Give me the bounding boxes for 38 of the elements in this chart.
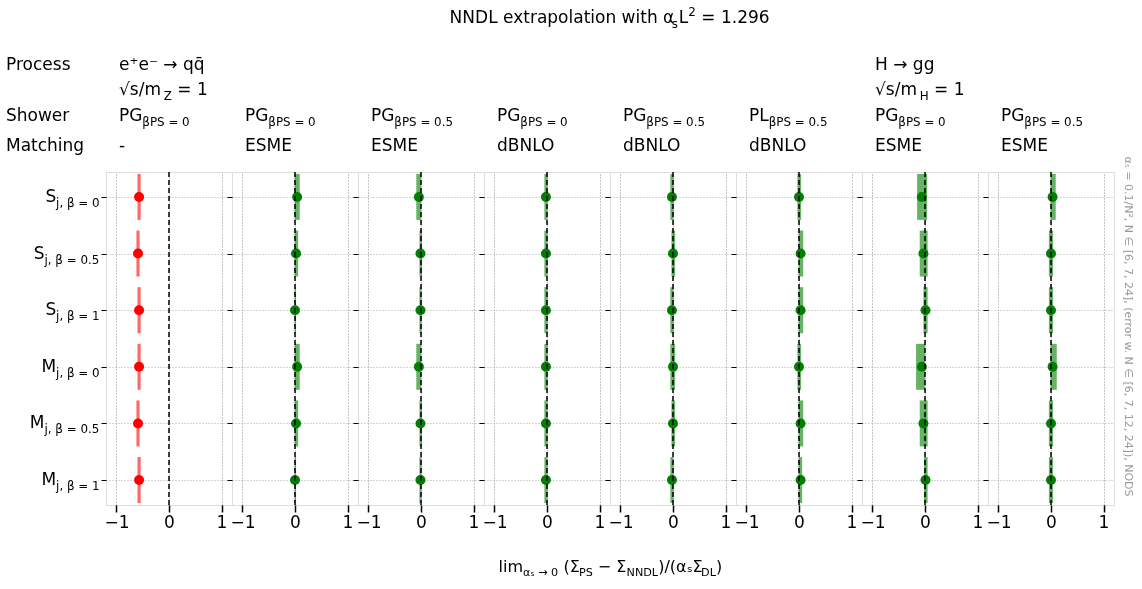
x-tick-label: 0 bbox=[920, 511, 931, 532]
x-tick-label: 0 bbox=[416, 511, 427, 532]
x-tick-label: 1 bbox=[1098, 511, 1110, 532]
text: αₛ = 0.1/N², N ∈ [6, 7, 24], (error w. N ∈ [6, 7, 12, 24]), NODS bbox=[1122, 156, 1135, 497]
text: ESME bbox=[371, 135, 418, 155]
text: dBNLO bbox=[497, 135, 555, 155]
x-tick-label: 0 bbox=[1046, 511, 1057, 532]
x-tick-label: 1 bbox=[594, 511, 606, 532]
x-tick-label: −1 bbox=[986, 511, 1012, 532]
x-tick-label: −1 bbox=[734, 511, 760, 532]
x-tick-label: −1 bbox=[230, 511, 256, 532]
x-tick-label: 0 bbox=[668, 511, 679, 532]
x-tick-label: −1 bbox=[608, 511, 634, 532]
text: ESME bbox=[245, 135, 292, 155]
x-tick-label: 1 bbox=[846, 511, 858, 532]
x-tick-label: 0 bbox=[164, 511, 175, 532]
x-tick-label: −1 bbox=[356, 511, 382, 532]
text: e⁺e⁻ → qq̄ bbox=[119, 54, 205, 74]
x-tick-label: 0 bbox=[290, 511, 301, 532]
x-tick-label: 1 bbox=[468, 511, 480, 532]
text: H → gg bbox=[875, 54, 935, 74]
x-tick-label: 1 bbox=[972, 511, 984, 532]
text: - bbox=[119, 135, 126, 155]
text: Matching bbox=[6, 135, 85, 155]
x-tick-label: −1 bbox=[104, 511, 130, 532]
x-tick-label: 1 bbox=[342, 511, 354, 532]
text: dBNLO bbox=[623, 135, 681, 155]
x-tick-label: 1 bbox=[216, 511, 228, 532]
text: ESME bbox=[875, 135, 922, 155]
text: Process bbox=[6, 54, 71, 74]
x-tick-label: −1 bbox=[860, 511, 886, 532]
x-tick-label: 0 bbox=[794, 511, 805, 532]
x-tick-label: 0 bbox=[542, 511, 553, 532]
text: ESME bbox=[1001, 135, 1048, 155]
text: Shower bbox=[6, 105, 70, 125]
text: dBNLO bbox=[749, 135, 807, 155]
x-tick-label: −1 bbox=[482, 511, 508, 532]
x-tick-label: 1 bbox=[720, 511, 732, 532]
